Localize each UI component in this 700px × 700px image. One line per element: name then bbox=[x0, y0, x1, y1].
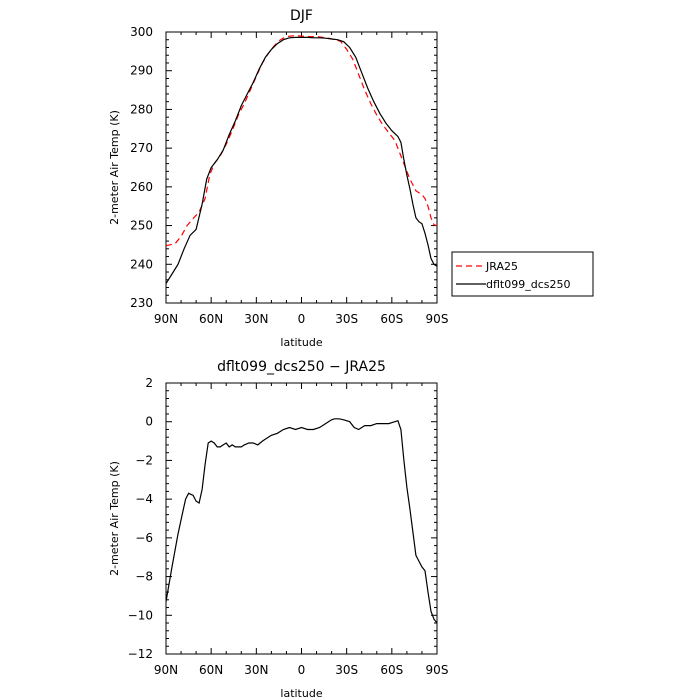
y-axis-label: 2-meter Air Temp (K) bbox=[108, 110, 121, 225]
y-tick-label: 0 bbox=[145, 415, 153, 429]
plot-frame bbox=[165, 382, 438, 655]
x-tick-label: 60S bbox=[380, 312, 403, 326]
x-tick-label: 60N bbox=[199, 663, 223, 677]
x-tick-label: 90N bbox=[154, 663, 178, 677]
x-tick-label: 30S bbox=[335, 663, 358, 677]
y-tick-label: 2 bbox=[145, 376, 153, 390]
y-tick-label: 300 bbox=[130, 25, 153, 39]
x-tick-label: 60S bbox=[380, 663, 403, 677]
x-tick-label: 90S bbox=[426, 312, 449, 326]
y-tick-label: 260 bbox=[130, 180, 153, 194]
y-tick-label: −6 bbox=[135, 531, 153, 545]
chart-title: dflt099_dcs250 − JRA25 bbox=[217, 359, 386, 375]
y-tick-label: −8 bbox=[135, 570, 153, 584]
x-axis-label: latitude bbox=[280, 336, 322, 349]
y-tick-label: 280 bbox=[130, 102, 153, 116]
y-tick-label: 290 bbox=[130, 64, 153, 78]
x-tick-label: 30N bbox=[244, 663, 268, 677]
y-tick-label: −12 bbox=[128, 647, 153, 661]
y-tick-label: 230 bbox=[130, 296, 153, 310]
x-tick-label: 30S bbox=[335, 312, 358, 326]
legend-label: dflt099_dcs250 bbox=[486, 278, 570, 291]
x-tick-label: 90N bbox=[154, 312, 178, 326]
series-line-jra25 bbox=[166, 35, 437, 247]
y-tick-label: −10 bbox=[128, 608, 153, 622]
y-tick-label: −4 bbox=[135, 492, 153, 506]
bottom-panel-difference: dflt099_dcs250 − JRA25 90N 60N 30N 0 30S 60S 90… bbox=[108, 359, 448, 700]
x-tick-label: 0 bbox=[298, 663, 306, 677]
legend-box bbox=[451, 251, 594, 297]
plot-frame bbox=[165, 31, 438, 304]
x-tick-label: 30N bbox=[244, 312, 268, 326]
chart-title: DJF bbox=[290, 8, 313, 24]
legend-label: JRA25 bbox=[485, 260, 518, 273]
series-line-dflt099-dcs250 bbox=[166, 36, 437, 284]
y-axis-label: 2-meter Air Temp (K) bbox=[108, 461, 121, 576]
top-panel-djf: DJF 90N 60N 30N 0 30S 60S 90S 230 240 250 260 270 280… bbox=[108, 8, 448, 349]
y-tick-label: 240 bbox=[130, 257, 153, 271]
legend: JRA25 dflt099_dcs250 bbox=[451, 251, 594, 297]
x-axis-label: latitude bbox=[280, 687, 322, 700]
series-line-difference bbox=[166, 418, 437, 624]
x-tick-label: 90S bbox=[426, 663, 449, 677]
y-tick-label: −2 bbox=[135, 453, 153, 467]
x-tick-label: 60N bbox=[199, 312, 223, 326]
y-tick-label: 270 bbox=[130, 141, 153, 155]
y-tick-label: 250 bbox=[130, 219, 153, 233]
x-tick-label: 0 bbox=[298, 312, 306, 326]
